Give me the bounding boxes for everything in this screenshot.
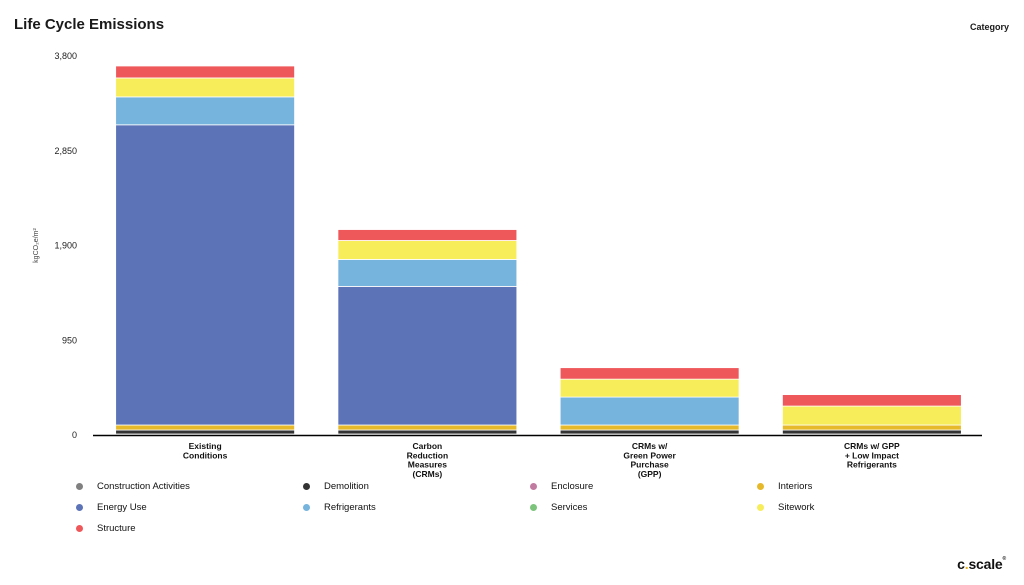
bar-segment-interiors[interactable]	[782, 424, 962, 431]
legend-label: Services	[551, 501, 588, 513]
x-tick-label: CRMs w/ GPP + Low Impact Refrigerants	[844, 441, 900, 470]
bar-segment-energy-use[interactable]	[115, 124, 295, 426]
bar-segment-sitework[interactable]	[782, 405, 962, 426]
x-tick-label: Carbon Reduction Measures (CRMs)	[407, 441, 449, 479]
bar-segment-sitework[interactable]	[337, 240, 518, 260]
legend-item-energy-use[interactable]: Energy Use	[76, 501, 303, 513]
y-axis-label: kgCO₂e/m²	[33, 228, 40, 263]
legend-label: Energy Use	[97, 501, 147, 513]
x-axis: Existing Conditions Carbon Reduction Measure…	[93, 434, 982, 479]
bar-segment-demolition[interactable]	[559, 429, 740, 435]
legend-item-refrigerants[interactable]: Refrigerants	[303, 501, 530, 513]
legend-item-sitework[interactable]: Sitework	[757, 501, 984, 513]
bar-segment-sitework[interactable]	[115, 77, 295, 98]
bar-segment-structure[interactable]	[115, 65, 295, 79]
y-tick-label: 0	[72, 430, 77, 440]
bar-segment-interiors[interactable]	[337, 424, 518, 431]
legend-label: Structure	[97, 522, 136, 534]
legend-label: Construction Activities	[97, 480, 190, 492]
bar-segment-sitework[interactable]	[559, 378, 740, 398]
x-tick-label: Existing Conditions	[183, 441, 228, 460]
legend-swatch	[303, 503, 310, 511]
bar-segment-refrigerants[interactable]	[337, 259, 518, 287]
bar-stack[interactable]	[115, 65, 295, 436]
bar-segment-structure[interactable]	[337, 229, 518, 241]
legend-swatch	[530, 503, 537, 511]
x-tick-label: CRMs w/Green Power Purchase (GPP)	[623, 441, 676, 479]
legend: Construction Activities Demolition Enclosu…	[76, 480, 996, 534]
bar-segment-interiors[interactable]	[115, 424, 295, 431]
bar-segment-energy-use[interactable]	[337, 285, 518, 426]
legend-item-services[interactable]: Services	[530, 501, 757, 513]
legend-item-demolition[interactable]: Demolition	[303, 480, 530, 492]
bar-segment-refrigerants[interactable]	[559, 396, 740, 426]
bar-stack[interactable]	[559, 367, 740, 436]
bar-stack[interactable]	[337, 229, 518, 436]
legend-label: Demolition	[324, 480, 369, 492]
legend-label: Refrigerants	[324, 501, 376, 513]
bar-segment-structure[interactable]	[559, 367, 740, 380]
bar-segment-structure[interactable]	[782, 394, 962, 407]
bar-segment-demolition[interactable]	[115, 429, 295, 435]
legend-swatch	[530, 482, 537, 490]
bar-stack[interactable]	[782, 394, 962, 436]
legend-label: Enclosure	[551, 480, 594, 492]
bars-group	[115, 65, 962, 436]
legend-item-construction-activities[interactable]: Construction Activities	[76, 480, 303, 492]
y-tick-label: 950	[62, 335, 77, 345]
legend-swatch	[303, 482, 310, 490]
legend-item-interiors[interactable]: Interiors	[757, 480, 984, 492]
bar-segment-demolition[interactable]	[782, 429, 962, 435]
legend-label: Sitework	[778, 501, 815, 513]
y-axis: 0 950 1,900 2,850 3,800 kgCO₂e/m²	[33, 51, 77, 440]
bar-segment-refrigerants[interactable]	[115, 96, 295, 126]
legend-item-enclosure[interactable]: Enclosure	[530, 480, 757, 492]
cscale-logo: c.scale®	[957, 556, 1006, 572]
legend-swatch	[757, 482, 764, 490]
legend-swatch	[76, 503, 83, 511]
y-tick-label: 3,800	[54, 51, 77, 61]
chart-title: Life Cycle Emissions	[14, 16, 165, 33]
legend-label: Interiors	[778, 480, 813, 492]
legend-swatch	[76, 482, 83, 490]
y-tick-label: 1,900	[54, 241, 77, 251]
bar-segment-interiors[interactable]	[559, 424, 740, 431]
legend-item-structure[interactable]: Structure	[76, 522, 303, 534]
legend-swatch	[76, 524, 83, 532]
legend-swatch	[757, 503, 764, 511]
category-filter-button[interactable]: Category	[969, 22, 1009, 32]
bar-segment-demolition[interactable]	[337, 429, 518, 435]
y-tick-label: 2,850	[54, 146, 77, 156]
